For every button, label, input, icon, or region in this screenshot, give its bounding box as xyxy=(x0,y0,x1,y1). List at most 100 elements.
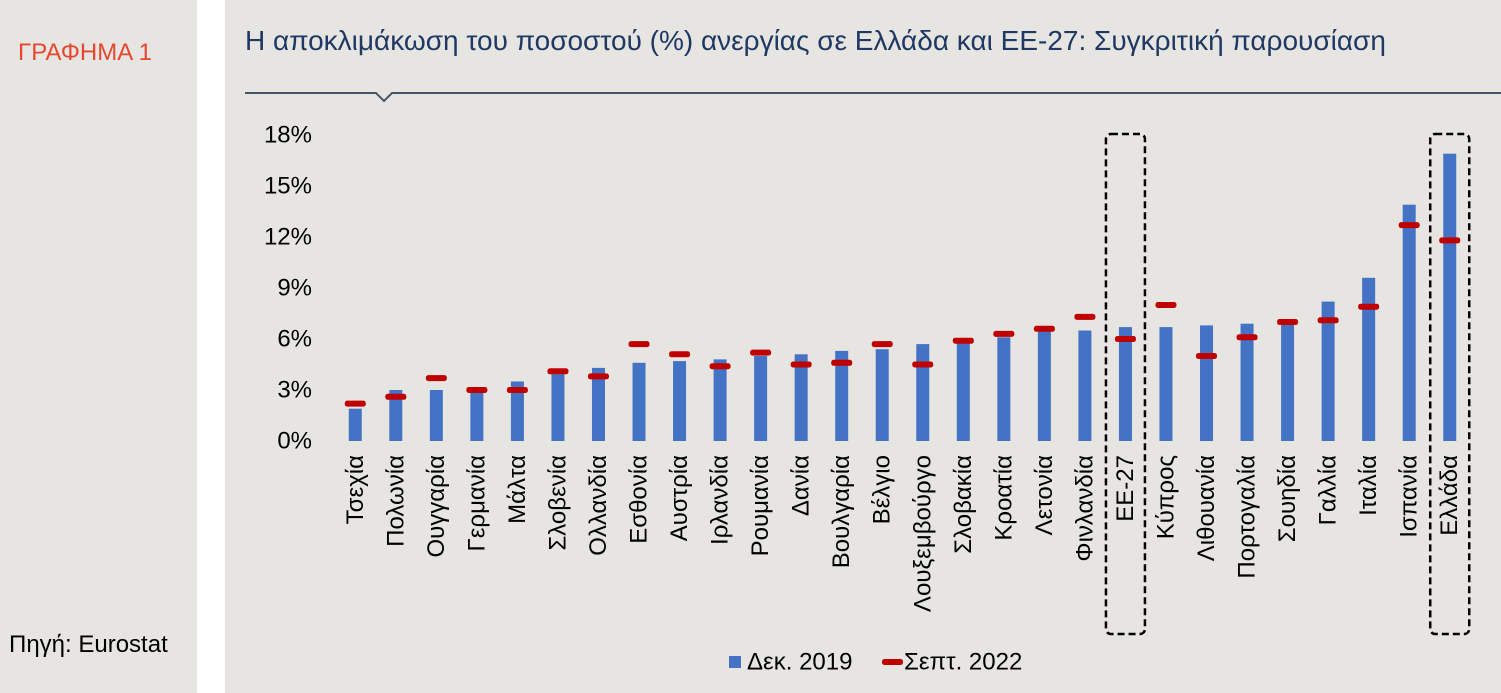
x-tick-label: Πορτογαλία xyxy=(1234,455,1261,579)
legend-label-sept-2022: Σεπτ. 2022 xyxy=(904,649,1022,676)
bar-dec-2019 xyxy=(551,373,565,441)
bar-dec-2019 xyxy=(875,349,889,441)
bar-dec-2019 xyxy=(754,356,768,441)
y-tick-label: 18% xyxy=(264,122,312,149)
marker-sept-2022 xyxy=(952,337,974,344)
x-tick-label: Ισπανία xyxy=(1396,455,1423,538)
x-tick-label: Εσθονία xyxy=(626,455,653,544)
y-tick-label: 6% xyxy=(277,326,312,353)
marker-sept-2022 xyxy=(587,373,609,380)
marker-sept-2022 xyxy=(466,387,488,393)
chart-title: Η αποκλιμάκωση του ποσοστού (%) ανεργίας… xyxy=(245,25,1386,56)
marker-sept-2022 xyxy=(1074,313,1096,320)
bar-dec-2019 xyxy=(713,359,727,441)
bar-dec-2019 xyxy=(997,337,1011,441)
marker-sept-2022 xyxy=(628,341,650,348)
y-tick-label: 9% xyxy=(277,275,312,302)
marker-sept-2022 xyxy=(871,341,893,348)
x-tick-label: Ουγγαρία xyxy=(423,455,450,558)
unemployment-chart: 0% 3% 6% 9% 12% 15% 18% Τσεχία Πολωνία Ουγγαρία Γε… xyxy=(245,92,1501,676)
x-tick-label: Κύπρος xyxy=(1152,455,1179,539)
x-tick-label: Σουηδία xyxy=(1274,455,1301,542)
x-tick-label: Αυστρία xyxy=(666,455,693,541)
marker-sept-2022 xyxy=(1033,325,1055,332)
bar-dec-2019 xyxy=(510,381,524,441)
bar-dec-2019 xyxy=(348,408,362,441)
bar-dec-2019 xyxy=(1281,322,1295,441)
x-tick-label: Κροατία xyxy=(990,455,1017,541)
title-rule xyxy=(245,92,1501,103)
x-tick-label: Λουξεμβούργο xyxy=(909,455,936,612)
marker-sept-2022 xyxy=(669,351,691,358)
bar-dec-2019 xyxy=(1402,204,1416,441)
bar-dec-2019 xyxy=(1037,330,1051,441)
marker-sept-2022 xyxy=(1439,237,1461,244)
highlight-box xyxy=(1428,132,1471,636)
marker-sept-2022 xyxy=(1277,319,1299,325)
marker-sept-2022 xyxy=(1114,336,1136,342)
x-tick-label: Ολλανδία xyxy=(585,455,612,556)
marker-sept-2022 xyxy=(547,368,569,375)
x-tick-label: Ελλάδα xyxy=(1436,455,1463,536)
bar-dec-2019 xyxy=(794,354,808,441)
marker-sept-2022 xyxy=(790,361,812,368)
x-tick-label: Μάλτα xyxy=(504,455,531,524)
bar-dec-2019 xyxy=(1200,325,1214,441)
x-tick-label: Γερμανία xyxy=(463,455,490,552)
marker-sept-2022 xyxy=(750,349,772,356)
x-tick-label: Βουλγαρία xyxy=(828,455,855,568)
x-tick-label: Τσεχία xyxy=(342,455,369,524)
legend-label-dec-2019: Δεκ. 2019 xyxy=(747,649,852,676)
bar-dec-2019 xyxy=(1159,327,1173,441)
bar-dec-2019 xyxy=(673,361,687,441)
figure-label: ΓΡΑΦΗΜΑ 1 xyxy=(18,39,152,66)
x-tick-label: Γαλλία xyxy=(1315,455,1342,525)
marker-sept-2022 xyxy=(1196,353,1218,359)
x-tick-label: Ιρλανδία xyxy=(707,455,734,545)
bar-dec-2019 xyxy=(956,342,970,441)
panel-divider xyxy=(197,0,225,693)
x-tick-label: Φινλανδία xyxy=(1071,455,1098,562)
highlight-box xyxy=(1104,132,1147,636)
marker-sept-2022 xyxy=(1358,303,1380,310)
x-tick-label: Σλοβακία xyxy=(950,455,977,554)
marker-sept-2022 xyxy=(385,393,407,400)
bar-dec-2019 xyxy=(591,367,605,441)
chart-plot-area: 0% 3% 6% 9% 12% 15% 18% Τσεχία Πολωνία Ουγγαρία Γε… xyxy=(264,122,1471,636)
marker-sept-2022 xyxy=(1236,334,1258,341)
source-note: Πηγή: Eurostat xyxy=(9,631,168,658)
sidebar-panel: ΓΡΑΦΗΜΑ 1 Πηγή: Eurostat xyxy=(0,0,197,693)
marker-sept-2022 xyxy=(506,387,528,393)
chart-legend: Δεκ. 2019 Σεπτ. 2022 xyxy=(729,649,1022,676)
bar-dec-2019 xyxy=(1362,277,1376,441)
chart-panel: 0% 3% 6% 9% 12% 15% 18% Τσεχία Πολωνία Ουγγαρία Γε… xyxy=(225,0,1501,693)
legend-swatch-dec-2019 xyxy=(729,656,741,668)
bar-dec-2019 xyxy=(1240,323,1254,441)
x-tick-label: Πολωνία xyxy=(382,455,409,547)
x-tick-label: Βέλγιο xyxy=(869,455,896,524)
y-tick-label: 15% xyxy=(264,173,312,200)
marker-sept-2022 xyxy=(709,363,731,370)
y-tick-label: 0% xyxy=(277,428,312,455)
marker-sept-2022 xyxy=(1398,222,1420,229)
bar-dec-2019 xyxy=(916,344,930,441)
bar-dec-2019 xyxy=(1443,153,1457,441)
x-tick-label: Σλοβενία xyxy=(544,455,571,551)
marker-sept-2022 xyxy=(1155,302,1177,308)
bar-dec-2019 xyxy=(1078,330,1092,441)
bar-dec-2019 xyxy=(1321,301,1335,441)
marker-sept-2022 xyxy=(425,375,447,382)
x-tick-label: Δανία xyxy=(788,455,815,516)
bar-dec-2019 xyxy=(632,362,646,441)
marker-sept-2022 xyxy=(831,359,853,366)
y-tick-label: 3% xyxy=(277,377,312,404)
x-tick-label: Λιθουανία xyxy=(1193,455,1220,561)
marker-sept-2022 xyxy=(912,361,934,368)
bar-dec-2019 xyxy=(429,390,443,441)
marker-sept-2022 xyxy=(993,330,1015,337)
bar-dec-2019 xyxy=(835,350,849,441)
x-tick-label: Λετονία xyxy=(1031,455,1058,536)
marker-sept-2022 xyxy=(344,400,366,407)
x-tick-label: ΕΕ-27 xyxy=(1112,455,1139,522)
x-tick-label: Ρουμανία xyxy=(747,455,774,557)
